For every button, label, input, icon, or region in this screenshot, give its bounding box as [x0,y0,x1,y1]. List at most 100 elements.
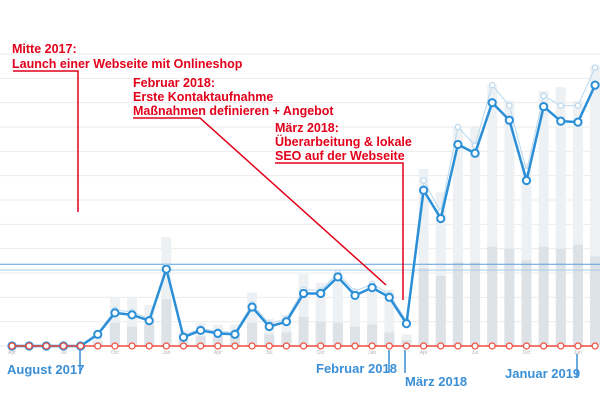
data-point-baseline [402,342,411,350]
bar-dark [418,268,429,346]
data-point-comparison [557,102,565,109]
data-point-baseline [25,342,33,350]
data-point-baseline [76,342,85,350]
annotation-line: Maßnahmen definieren + Angebot [133,104,334,118]
data-point-baseline [591,342,599,350]
x-tick-label: Oct [111,350,119,356]
data-point-comparison [454,123,462,131]
bar-dark [435,275,446,346]
data-point-comparison [506,102,513,109]
data-point-comparison [591,64,599,71]
data-point-comparison [489,81,496,89]
annotation-mitte-2017: Mitte 2017: Launch einer Webseite mit On… [12,42,243,212]
data-point-baseline [214,342,222,350]
data-point-main [161,264,171,274]
annotation-line: März 2018: [275,121,339,135]
bar-dark [504,248,515,346]
annotation-line: Februar 2018: [133,76,215,90]
x-tick-label: Apr [214,350,222,356]
data-point-main [316,288,326,299]
bar-dark [572,244,583,346]
bar-light [161,236,172,346]
bar-dark [350,326,360,346]
data-point-baseline [231,342,239,350]
gridlines [0,53,600,347]
data-point-main [110,308,120,318]
data-point-baseline [351,342,359,350]
period-labels: August 2017 Februar 2018 März 2018 Janua… [7,350,580,389]
bar-light [367,285,378,346]
data-point-baseline [128,342,136,350]
bar-light [590,65,600,347]
period-label: August 2017 [7,362,84,377]
average-lines [0,263,600,271]
data-point-baseline [454,342,462,350]
data-point-baseline [248,342,256,350]
data-point-main [556,116,566,126]
data-point-baseline [197,342,205,350]
data-point-baseline [111,342,119,350]
data-point-baseline [42,342,50,350]
bar-light [470,126,481,346]
x-tick-label: Jan [368,350,376,356]
bar-dark [195,336,206,346]
bars [92,65,600,347]
period-label: Februar 2018 [316,361,397,376]
data-point-baseline [557,342,565,350]
data-point-baseline [334,342,342,350]
bar-dark [367,324,378,346]
data-point-main [230,329,240,339]
x-tick-label: Oct [317,350,325,356]
data-point-main [384,292,394,302]
annotation-pointer [275,162,404,300]
data-point-comparison [420,177,427,184]
data-point-main [213,328,223,338]
bar-dark [452,262,463,346]
x-tick-label: Apr [420,350,428,356]
data-point-baseline [420,342,428,350]
data-point-comparison [574,102,582,109]
data-point-main [573,117,583,127]
annotation-pointer [13,70,79,212]
data-point-baseline [265,342,273,350]
bar-light [452,127,463,346]
bar-light [109,297,120,346]
data-point-main [401,319,412,329]
data-point-main [539,101,549,112]
data-point-comparison [540,92,547,100]
data-point-main [350,290,360,300]
x-axis-ticks: Apr Jul Oct Jan Apr Jul Oct Jan Apr Jul Oct Jan [8,350,582,356]
bar-light [247,292,258,346]
bar-dark [229,336,240,346]
data-point-baseline [488,342,496,350]
bar-dark [127,326,138,346]
data-point-baseline [59,342,68,350]
data-point-main [436,213,446,224]
data-point-baseline [522,342,531,350]
data-point-baseline [574,342,582,350]
annotation-pointer [133,117,387,286]
data-point-main [487,98,497,108]
bar-dark [332,322,343,346]
bar-light [298,273,309,346]
bar-light [281,314,292,346]
bar-light [435,192,446,346]
data-point-baseline [282,342,290,350]
data-point-baseline [317,342,325,350]
bar-dark [384,332,395,346]
bar-dark [281,332,292,346]
data-point-main [196,325,206,336]
bar-dark [555,248,566,346]
bar-dark [264,334,275,346]
bar-dark [144,324,155,346]
data-point-main [264,321,274,332]
data-point-main [281,317,291,327]
x-tick-label: Jan [162,350,170,356]
data-point-main [470,148,480,158]
bar-dark [470,262,481,346]
data-point-baseline [505,342,513,350]
data-point-main [453,139,463,150]
data-point-main [419,185,429,195]
annotation-line: SEO auf der Webseite [275,149,405,163]
